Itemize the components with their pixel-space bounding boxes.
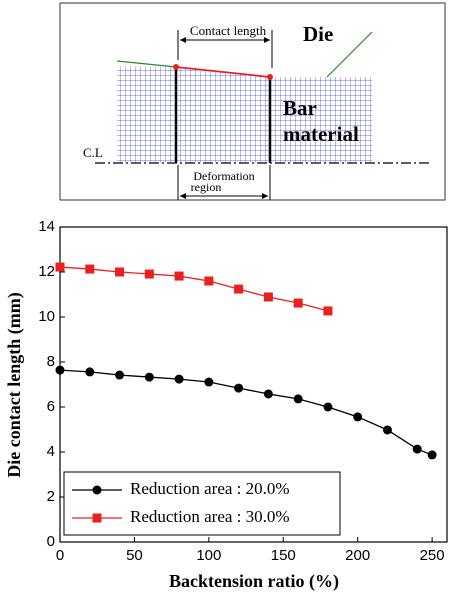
data-point (412, 444, 422, 454)
data-point (85, 264, 95, 274)
data-point (427, 450, 437, 460)
x-tick-label: 100 (196, 547, 221, 564)
x-tick-label: 150 (271, 547, 296, 564)
x-tick-label: 50 (126, 547, 143, 564)
diagram: Contact length Die Bar material C.L Defo… (59, 2, 446, 201)
y-tick-label: 14 (38, 218, 55, 235)
series-line (59, 369, 433, 456)
data-point (204, 377, 214, 387)
legend-marker (92, 513, 102, 523)
data-point (174, 374, 184, 384)
plot-frame (59, 226, 448, 543)
data-point (234, 284, 244, 294)
data-point (115, 267, 125, 277)
y-tick-label: 10 (38, 308, 55, 325)
bar-label: Bar (283, 96, 317, 120)
data-point (293, 298, 303, 308)
die-left (116, 60, 177, 68)
data-point (323, 306, 333, 316)
data-point (234, 383, 244, 393)
data-point (144, 269, 154, 279)
x-tick-label: 200 (345, 547, 370, 564)
data-point (55, 365, 65, 375)
deformation-label: Deformation (193, 169, 254, 183)
deformation-label: region (191, 180, 222, 194)
y-tick-label: 4 (47, 443, 55, 460)
legend-label: Reduction area : 20.0% (130, 479, 290, 498)
x-tick-label: 0 (56, 547, 64, 564)
y-tick-label: 0 (47, 533, 55, 550)
legend-label: Reduction area : 30.0% (130, 507, 290, 526)
y-tick-label: 12 (38, 263, 55, 280)
data-point (263, 292, 273, 302)
data-point (323, 402, 333, 412)
data-point (144, 372, 154, 382)
x-axis-title: Backtension ratio (%) (169, 571, 339, 592)
data-point (85, 367, 95, 377)
y-tick-label: 2 (47, 488, 55, 505)
data-point (263, 389, 273, 399)
die-label: Die (303, 22, 333, 46)
contact-line (175, 66, 271, 78)
data-point (204, 276, 214, 286)
legend-marker (92, 485, 102, 495)
data-point (353, 412, 363, 422)
y-tick-label: 8 (47, 353, 55, 370)
contact-label: Contact length (190, 23, 267, 38)
data-point (115, 370, 125, 380)
centerline-label: C.L (83, 145, 103, 160)
contact-point (173, 64, 179, 70)
data-point (382, 425, 392, 435)
die-right (326, 31, 373, 78)
contact-point (267, 74, 273, 80)
legend-box (63, 471, 341, 536)
y-tick-label: 6 (47, 398, 55, 415)
bar-mesh (117, 66, 372, 163)
series-line (59, 266, 329, 312)
data-point (293, 394, 303, 404)
data-point (55, 262, 65, 272)
bar-label: material (283, 122, 359, 146)
x-tick-label: 250 (420, 547, 445, 564)
data-point (174, 271, 184, 281)
y-axis-title: Die contact length (mm) (4, 292, 25, 477)
